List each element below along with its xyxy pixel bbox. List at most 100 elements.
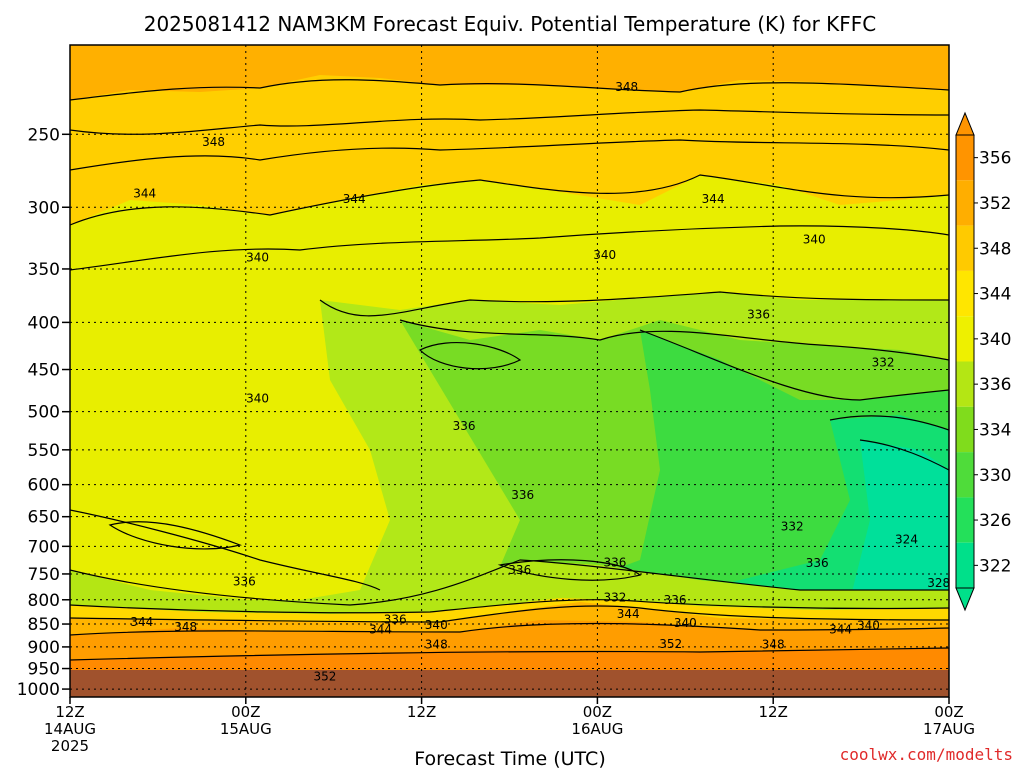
- colorbar-top-arrow: [955, 111, 975, 136]
- chart-title: 2025081412 NAM3KM Forecast Equiv. Potent…: [144, 12, 877, 36]
- contour-line: [418, 341, 522, 370]
- contour-line: [70, 509, 381, 591]
- contour-label: 348: [425, 638, 448, 652]
- contour-label: 336: [384, 612, 407, 626]
- y-tick-label: 300: [28, 198, 60, 218]
- y-axis: 250 300 350 400 450 500 550 600 650 700 750 800 850 9…: [17, 125, 70, 700]
- grid-lines: [70, 45, 949, 697]
- contour-line: [70, 109, 949, 135]
- y-tick-label: 450: [28, 361, 60, 381]
- contour-label: 324: [895, 532, 918, 546]
- contour-line: [319, 291, 949, 317]
- contour-label: 344: [343, 192, 366, 206]
- y-tick-label: 950: [28, 660, 60, 680]
- colorbar-tick-label: 330: [979, 466, 1011, 486]
- colorbar-segment: [956, 361, 974, 407]
- contour-label: 332: [872, 355, 895, 369]
- contour-label: 344: [702, 192, 725, 206]
- colorbar-segment: [956, 135, 974, 181]
- colorbar-tick-label: 340: [979, 330, 1011, 350]
- region-upper-348: [70, 45, 949, 225]
- contour-label: 348: [615, 80, 638, 94]
- contour-label: 336: [806, 556, 829, 570]
- colorbar-tick-label: 322: [979, 556, 1011, 576]
- colorbar-bottom-arrow: [955, 587, 975, 612]
- region-upper-352: [70, 45, 949, 100]
- contour-label: 348: [202, 135, 225, 149]
- colorbar-segment: [956, 225, 974, 271]
- contour-line: [70, 174, 949, 226]
- contour-label: 352: [313, 669, 336, 683]
- colorbar-segment: [956, 270, 974, 317]
- contour-label: 344: [617, 607, 640, 621]
- contour-line: [829, 415, 949, 431]
- colorbar-segment: [956, 316, 974, 362]
- contour-label: 348: [174, 620, 197, 634]
- colorbar-segment: [956, 542, 974, 588]
- x-axis-label: Forecast Time (UTC): [414, 748, 605, 768]
- colorbar-tick-label: 336: [979, 375, 1011, 395]
- x-tick-label: 16AUG: [571, 720, 623, 738]
- contour-label: 344: [130, 615, 153, 629]
- contour-label: 344: [369, 623, 392, 637]
- colorbar-tick-label: 326: [979, 511, 1011, 531]
- y-tick-label: 350: [28, 260, 60, 280]
- contour-lines: [70, 79, 949, 661]
- contour-label: 336: [747, 307, 770, 321]
- x-tick-label: 00Z: [231, 703, 260, 721]
- contour-label: 340: [593, 248, 616, 262]
- colorbar-tick-label: 348: [979, 239, 1011, 259]
- plot-frame: [69, 44, 950, 698]
- colorbar: 356 352 348 344 340 336 334 330 326 322: [955, 111, 1011, 612]
- contour-label: 340: [857, 618, 880, 632]
- contour-line: [399, 319, 949, 361]
- y-tick-label: 600: [28, 476, 60, 496]
- x-tick-label: 12Z: [407, 703, 436, 721]
- colorbar-frame: [955, 134, 975, 589]
- y-tick-label: 400: [28, 313, 60, 333]
- x-tick-label: 00Z: [583, 703, 612, 721]
- contour-label: 348: [762, 638, 785, 652]
- y-tick-label: 800: [28, 591, 60, 611]
- contour-line: [70, 139, 949, 171]
- colorbar-tick-label: 334: [979, 420, 1011, 440]
- y-tick-label: 1000: [17, 680, 60, 700]
- below-ground-strip: [70, 670, 949, 697]
- contour-label: 332: [781, 519, 804, 533]
- contour-label: 332: [604, 590, 627, 604]
- y-tick-label: 250: [28, 125, 60, 145]
- contour-line: [70, 605, 949, 623]
- contour-label: 344: [829, 623, 852, 637]
- contour-label: 336: [233, 574, 256, 588]
- contour-label: 340: [425, 618, 448, 632]
- x-tick-label: 2025: [51, 737, 89, 755]
- x-tick-label: 00Z: [934, 703, 963, 721]
- contour-line: [859, 439, 949, 471]
- contour-line: [108, 521, 243, 550]
- y-tick-label: 700: [28, 537, 60, 557]
- y-tick-label: 500: [28, 403, 60, 423]
- colorbar-tick-label: 352: [979, 194, 1011, 214]
- y-tick-label: 850: [28, 615, 60, 635]
- contour-line: [639, 329, 949, 401]
- contour-label: 336: [453, 419, 476, 433]
- contour-line: [70, 225, 949, 271]
- colorbar-segment: [956, 452, 974, 498]
- colorbar-tick-label: 344: [979, 285, 1011, 305]
- credit-text: coolwx.com/modelts: [840, 745, 1013, 764]
- contour-label: 336: [511, 488, 534, 502]
- contour-line: [70, 622, 949, 636]
- contour-label: 340: [246, 250, 269, 264]
- contour-label: 328: [927, 576, 950, 590]
- contour-label: 336: [604, 556, 627, 570]
- contour-line: [70, 599, 949, 614]
- contour-line: [70, 559, 949, 606]
- x-tick-label: 17AUG: [923, 720, 975, 738]
- contour-label: 340: [246, 392, 269, 406]
- x-tick-label: 14AUG: [44, 720, 96, 738]
- x-tick-label: 12Z: [759, 703, 788, 721]
- colorbar-segment: [956, 406, 974, 453]
